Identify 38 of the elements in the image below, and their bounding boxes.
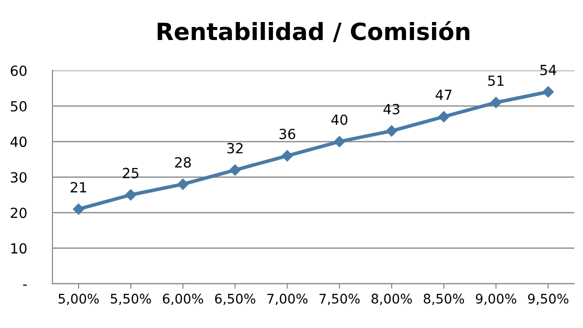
y-tick-label: 40 (10, 136, 27, 148)
x-tick-label: 6,00% (162, 294, 204, 305)
point (386, 125, 398, 137)
data-label: 54 (540, 64, 556, 76)
point (334, 136, 346, 148)
x-tick-label: 8,50% (424, 294, 464, 305)
y-tick-label: 50 (10, 101, 27, 112)
chart-title: Rentabilidad / Comisión (158, 21, 470, 42)
y-tick-label: 60 (10, 65, 27, 76)
y-tick-label: 30 (10, 172, 27, 183)
point (177, 178, 189, 190)
data-label: 43 (383, 104, 400, 114)
y-tick-label: - (23, 284, 27, 286)
data-label: 32 (227, 142, 243, 154)
data-label: 40 (331, 114, 348, 126)
data-label: 51 (488, 76, 504, 86)
point (72, 203, 84, 215)
point (438, 111, 450, 122)
point (282, 150, 293, 162)
y-tick-label: 20 (10, 208, 27, 218)
point (542, 86, 554, 98)
x-tick-label: 9,50% (528, 294, 568, 305)
point (490, 96, 502, 108)
point (229, 164, 241, 176)
point (125, 189, 136, 200)
y-tick-label: 10 (11, 243, 27, 254)
data-label: 47 (436, 90, 452, 100)
x-tick-label: 9,00% (476, 294, 516, 305)
data-label: 21 (70, 182, 86, 192)
data-label: 25 (122, 168, 138, 178)
x-tick-label: 7,00% (267, 294, 308, 305)
data-label: 36 (279, 128, 296, 140)
data-label: 28 (175, 157, 191, 168)
x-tick-label: 5,50% (110, 294, 151, 305)
x-tick-label: 8,00% (372, 294, 412, 305)
x-tick-label: 6,50% (215, 294, 256, 305)
x-tick-label: 5,00% (58, 294, 99, 305)
x-tick-label: 7,50% (320, 294, 360, 305)
